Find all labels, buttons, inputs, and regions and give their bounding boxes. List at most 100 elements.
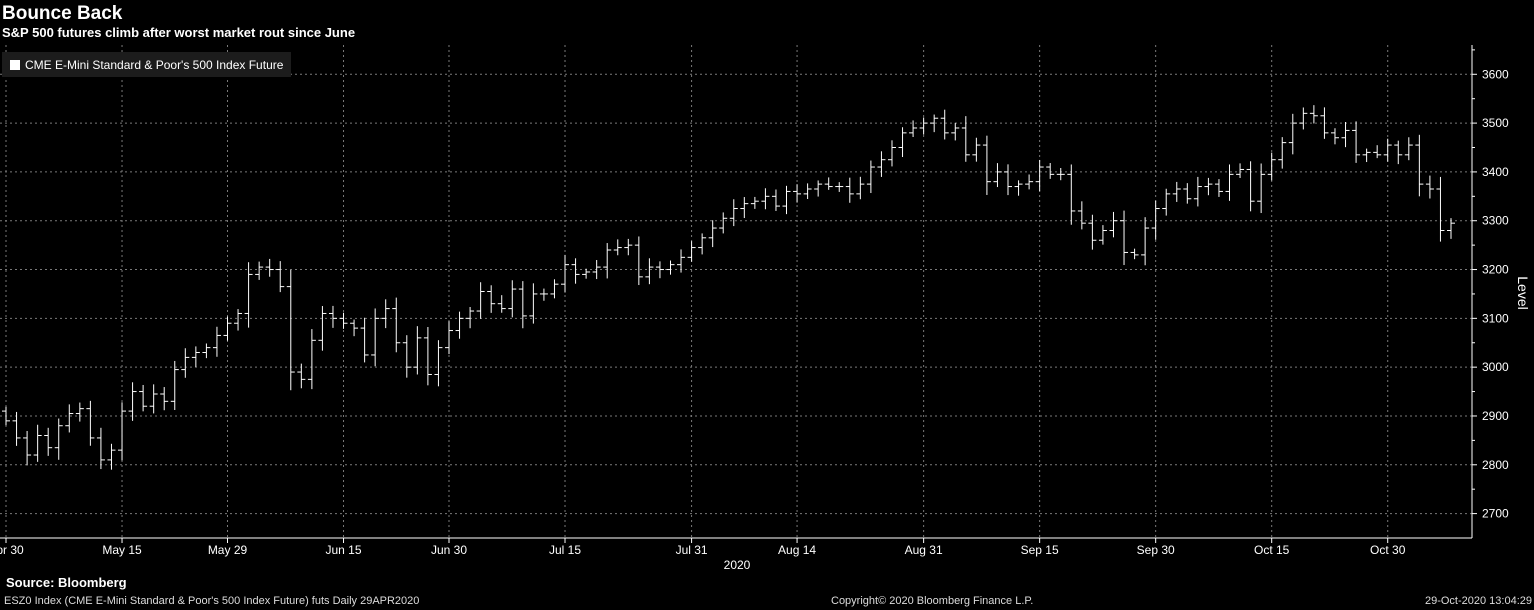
ohlc-bar <box>1056 168 1065 181</box>
ohlc-bar <box>1362 148 1371 163</box>
x-tick-label: Jun 15 <box>326 543 362 557</box>
ohlc-bar <box>1320 107 1329 139</box>
ohlc-bar <box>160 387 169 411</box>
ohlc-bar <box>44 427 53 456</box>
ohlc-bar <box>497 295 506 313</box>
ohlc-bar <box>835 182 844 192</box>
y-tick-label: 2800 <box>1482 458 1509 472</box>
ohlc-bar <box>1341 122 1350 148</box>
ohlc-bar <box>940 109 949 140</box>
y-tick-label: 2900 <box>1482 409 1509 423</box>
ohlc-bar <box>1172 181 1181 202</box>
ohlc-bar <box>845 177 854 203</box>
ohlc-bar <box>381 299 390 329</box>
ohlc-bar <box>1109 211 1118 238</box>
timestamp: 29-Oct-2020 13:04:29 <box>1424 595 1532 607</box>
ohlc-bar <box>1130 248 1139 260</box>
ohlc-bar <box>1141 217 1150 266</box>
ohlc-bar <box>1404 137 1413 161</box>
grid-lines <box>0 45 1472 538</box>
ohlc-bar <box>318 306 327 351</box>
ohlc-bar <box>350 319 359 337</box>
x-tick-label: Sep 30 <box>1137 543 1175 557</box>
ohlc-bar <box>561 254 570 293</box>
ohlc-bar <box>1288 113 1297 155</box>
ohlc-bar <box>993 163 1002 188</box>
y-tick-label: 2700 <box>1482 507 1509 521</box>
x-tick-label: Aug 14 <box>778 543 816 557</box>
ohlc-bar <box>86 400 95 446</box>
ohlc-bar <box>887 140 896 167</box>
ohlc-bar <box>740 197 749 219</box>
ohlc-bar <box>191 346 200 367</box>
x-tick-label: May 15 <box>102 543 142 557</box>
ohlc-bar <box>297 363 306 389</box>
ohlc-bar <box>181 348 190 378</box>
ohlc-bar <box>1257 163 1266 214</box>
ohlc-bar <box>139 384 148 412</box>
ohlc-bar <box>118 402 127 461</box>
ohlc-bar <box>170 360 179 410</box>
ohlc-bar <box>339 312 348 329</box>
x-tick-label: Apr 30 <box>0 543 24 557</box>
ohlc-bar <box>2 406 10 426</box>
ohlc-bar <box>1373 145 1382 159</box>
ohlc-bar <box>508 280 517 318</box>
ohlc-bar <box>33 424 42 462</box>
ohlc-bar <box>814 180 823 197</box>
copyright: Copyright© 2020 Bloomberg Finance L.P. <box>831 595 1034 607</box>
ohlc-bar <box>65 404 74 433</box>
ohlc-bar <box>982 135 991 195</box>
ohlc-bar <box>244 262 253 328</box>
ohlc-bar <box>1077 201 1086 230</box>
price-bars <box>2 105 1455 470</box>
ohlc-bar <box>434 340 443 387</box>
x-tick-label: May 29 <box>208 543 248 557</box>
ohlc-bar <box>677 249 686 273</box>
axes: 2700 2800 2900 3000 3100 3200 3300 3400 3500 3600… <box>0 45 1509 557</box>
ohlc-bar <box>202 343 211 359</box>
ohlc-bar <box>96 427 105 470</box>
ohlc-bar <box>255 261 264 280</box>
ohlc-bar <box>1246 161 1255 212</box>
ohlc-bar <box>1183 183 1192 204</box>
legend: CME E-Mini Standard & Poor's 500 Index F… <box>2 52 292 77</box>
ohlc-bar <box>1447 218 1455 239</box>
ohlc-bar <box>719 212 728 234</box>
ohlc-bar <box>634 236 643 286</box>
ohlc-bar <box>961 116 970 162</box>
ohlc-bar <box>898 127 907 158</box>
ohlc-bar <box>107 443 116 470</box>
ohlc-bar <box>1214 179 1223 197</box>
x-tick-label: Sep 15 <box>1021 543 1059 557</box>
ohlc-bar <box>307 329 316 390</box>
ohlc-bar <box>1035 159 1044 192</box>
ohlc-bar <box>708 220 717 248</box>
ohlc-bar <box>149 384 158 414</box>
ohlc-bar <box>487 285 496 313</box>
ohlc-bar <box>666 260 675 275</box>
legend-swatch <box>10 59 20 70</box>
ohlc-bar <box>550 279 559 299</box>
y-tick-label: 3300 <box>1482 214 1509 228</box>
y-tick-label: 3400 <box>1482 165 1509 179</box>
ohlc-bar <box>444 321 453 355</box>
ohlc-bar <box>1193 176 1202 207</box>
ohlc-bar <box>592 260 601 280</box>
ohlc-bar <box>1383 138 1392 162</box>
ohlc-bar <box>466 306 475 329</box>
ohlc-bar <box>1151 200 1160 240</box>
ohlc-bar <box>276 261 285 293</box>
ohlc-bar <box>1088 214 1097 250</box>
ohlc-bar <box>1330 128 1339 145</box>
ohlc-bar <box>265 258 274 277</box>
ohlc-bar <box>1162 188 1171 216</box>
ohlc-bar <box>972 137 981 162</box>
ohlc-bar <box>571 258 580 284</box>
ohlc-bar <box>803 183 812 200</box>
chart-title: Bounce Back <box>2 3 123 24</box>
ohlc-bar <box>824 177 833 190</box>
ohlc-bar <box>1309 105 1318 124</box>
ohlc-bar <box>539 288 548 301</box>
ohlc-bar <box>919 117 928 135</box>
